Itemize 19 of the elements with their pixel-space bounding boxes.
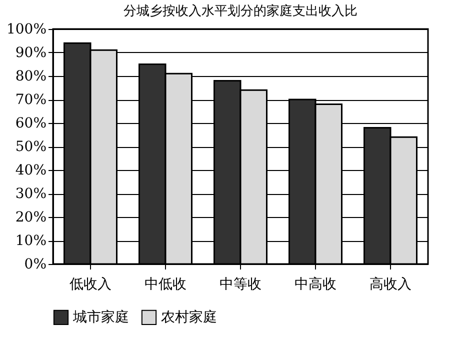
y-tick-label: 80% [15,68,46,84]
x-tick-label: 中低收 [144,276,186,292]
y-tick-label: 50% [15,139,46,155]
y-tick-label: 60% [15,116,46,132]
x-tick-label: 中高收 [294,276,336,292]
y-tick-label: 20% [15,210,46,226]
y-tick-label: 30% [15,186,46,202]
x-tick-label: 中等收 [220,276,262,292]
y-tick-label: 90% [15,45,46,61]
legend-label: 城市家庭 [72,309,129,326]
chart-title: 分城乡按收入水平划分的家庭支出收入比 [124,3,358,19]
y-tick-label: 0% [24,256,46,272]
y-tick-label: 10% [15,233,46,249]
y-tick-label: 40% [15,162,46,178]
y-tick-label: 100% [6,22,46,38]
x-tick-label: 高收入 [370,276,412,292]
legend-label: 农村家庭 [161,309,217,326]
y-tick-label: 70% [15,92,46,108]
x-tick-label: 低收入 [70,276,112,292]
